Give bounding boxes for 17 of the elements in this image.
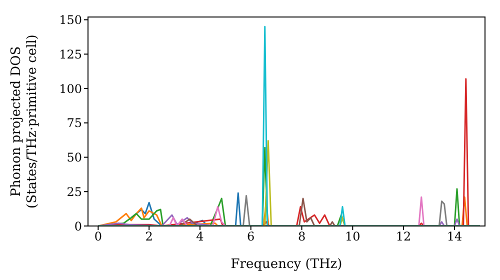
x-axis-title: Frequency (THz) bbox=[230, 257, 342, 272]
x-tick-label: 0 bbox=[94, 230, 102, 244]
y-axis-title: Phonon projected DOS (States/THz·primitive cell) bbox=[9, 34, 40, 209]
x-tick-label: 10 bbox=[345, 230, 360, 244]
x-tick-label: 2 bbox=[145, 230, 153, 244]
y-tick-label: 0 bbox=[74, 219, 82, 234]
x-tick-label: 8 bbox=[298, 230, 306, 244]
x-tick-label: 6 bbox=[247, 230, 255, 244]
x-tick-label: 14 bbox=[446, 230, 462, 244]
y-tick-label: 150 bbox=[59, 13, 82, 28]
x-tick-label: 4 bbox=[196, 230, 204, 244]
y-tick-label: 125 bbox=[59, 47, 82, 62]
y-tick-label: 25 bbox=[66, 184, 82, 199]
y-tick-label: 75 bbox=[66, 116, 82, 130]
y-tick-label: 50 bbox=[66, 150, 82, 165]
x-tick-label: 12 bbox=[396, 230, 412, 244]
y-tick-label: 100 bbox=[59, 82, 82, 96]
